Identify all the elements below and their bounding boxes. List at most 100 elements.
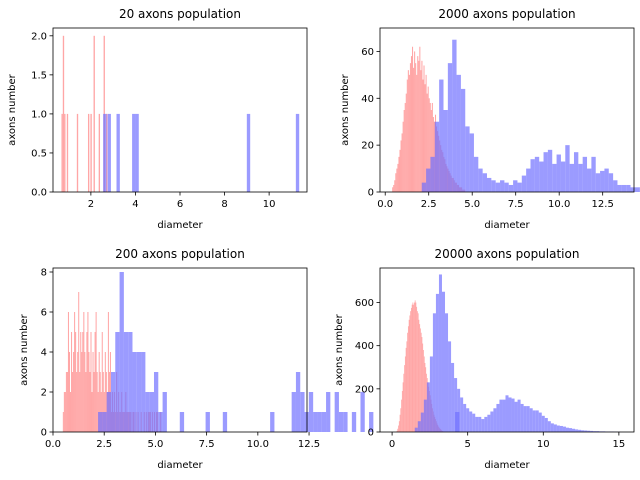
histogram-bar-series-0 <box>413 67 415 192</box>
histogram-bar-series-1 <box>295 372 301 432</box>
histogram-bar-series-1 <box>448 341 452 432</box>
histogram-bar-series-1 <box>517 182 522 192</box>
histogram-bar-series-1 <box>417 421 421 432</box>
x-tick-label: 0.0 <box>377 199 393 210</box>
histogram-bar-series-1 <box>136 352 142 432</box>
histogram-bar-series-0 <box>105 372 107 432</box>
histogram-bar-series-1 <box>116 113 120 192</box>
histogram-bar-series-1 <box>443 110 448 192</box>
histogram-bar-series-0 <box>90 113 92 192</box>
histogram-bar-series-1 <box>106 392 111 432</box>
y-tick-label: 40 <box>361 94 374 105</box>
histogram-bar-series-0 <box>101 332 103 432</box>
x-tick-label: 2.5 <box>421 199 437 210</box>
histogram-bar-series-1 <box>438 274 442 432</box>
histogram-bar-series-1 <box>426 382 430 432</box>
histogram-bar-series-0 <box>418 319 420 432</box>
histogram-bar-series-1 <box>107 113 111 192</box>
histogram-bar-series-1 <box>517 399 521 432</box>
histogram-bar-series-0 <box>419 324 421 432</box>
histogram-bar-series-1 <box>102 412 107 432</box>
histogram-bar-series-0 <box>421 60 423 192</box>
histogram-bar-series-1 <box>621 184 627 192</box>
histogram-bar-series-1 <box>128 332 133 432</box>
histogram-bar-series-1 <box>460 397 464 432</box>
histogram-bar-series-1 <box>326 392 331 432</box>
histogram-bar-series-1 <box>429 356 433 432</box>
histogram-bar-series-1 <box>529 408 533 432</box>
histogram-bar-series-1 <box>434 121 440 192</box>
histogram-bar-series-0 <box>93 372 95 432</box>
histogram-bar-series-1 <box>578 163 583 192</box>
histogram-bar-series-0 <box>406 79 408 192</box>
histogram-bar-series-1 <box>608 173 614 192</box>
histogram-bar-series-0 <box>396 430 398 432</box>
x-tick-label: 0.0 <box>45 439 61 450</box>
histogram-bar-series-0 <box>104 352 106 432</box>
histogram-bar-series-1 <box>484 416 488 432</box>
histogram-bar-series-0 <box>407 70 409 192</box>
histogram-bar-series-0 <box>99 372 101 432</box>
histogram-bar-series-1 <box>513 180 518 192</box>
y-tick-label: 4 <box>41 348 47 359</box>
histogram-bar-series-1 <box>478 168 483 192</box>
histogram-bar-series-0 <box>416 306 418 432</box>
histogram-bar-series-0 <box>429 102 431 192</box>
histogram-bar-series-1 <box>630 187 635 192</box>
x-tick-label: 5.0 <box>147 439 163 450</box>
histogram-bar-series-0 <box>102 372 104 432</box>
panel-title: 20000 axons population <box>435 247 580 261</box>
histogram-bar-series-1 <box>317 412 322 432</box>
histogram-bar-series-1 <box>578 429 582 432</box>
histogram-bar-series-1 <box>508 184 514 192</box>
histogram-bar-series-0 <box>89 372 91 432</box>
histogram-bar-series-1 <box>587 430 591 432</box>
histogram-bar-series-0 <box>392 187 394 192</box>
x-tick-label: 2 <box>88 199 94 210</box>
histogram-bar-series-1 <box>523 406 527 432</box>
histogram-bar-series-1 <box>565 145 570 192</box>
histogram-bar-series-1 <box>593 431 597 432</box>
histogram-bar-series-1 <box>478 416 482 432</box>
y-tick-label: 400 <box>355 341 374 352</box>
histogram-bar-series-1 <box>457 388 461 432</box>
x-tick-label: 0 <box>389 439 395 450</box>
histogram-bar-series-1 <box>179 412 185 432</box>
histogram-bar-series-0 <box>403 373 405 432</box>
histogram-bar-series-1 <box>547 149 553 192</box>
histogram-bar-series-0 <box>397 163 399 192</box>
histogram-bar-series-1 <box>141 352 146 432</box>
histogram-bar-series-1 <box>110 372 116 432</box>
histogram-bar-series-0 <box>95 312 97 432</box>
histogram-bar-series-1 <box>426 168 431 192</box>
histogram-bar-series-0 <box>67 312 69 432</box>
histogram-bar-series-0 <box>82 332 84 432</box>
histogram-bar-series-1 <box>626 184 631 192</box>
histogram-bar-series-0 <box>98 113 101 192</box>
x-tick-label: 12.5 <box>592 199 614 210</box>
histogram-bar-series-1 <box>132 352 137 432</box>
histogram-bar-series-0 <box>77 352 79 432</box>
histogram-bar-series-1 <box>499 399 503 432</box>
histogram-bar-series-0 <box>70 392 72 432</box>
histogram-bar-series-1 <box>511 398 515 432</box>
histogram-bar-series-1 <box>556 425 560 432</box>
x-tick-label: 7.5 <box>199 439 215 450</box>
histogram-bar-series-1 <box>502 399 506 432</box>
histogram-bar-series-0 <box>107 312 109 432</box>
histogram-bar-series-1 <box>135 113 139 192</box>
histogram-bar-series-0 <box>424 362 426 432</box>
histogram-bar-series-0 <box>64 113 66 192</box>
histogram-bar-series-0 <box>86 332 88 432</box>
histogram-bar-series-0 <box>407 332 408 432</box>
y-tick-label: 60 <box>361 47 374 58</box>
histogram-bar-series-0 <box>406 341 408 432</box>
histogram-bar-series-1 <box>334 392 339 432</box>
histogram-bar-series-1 <box>514 401 518 432</box>
histogram-bar-series-0 <box>398 425 399 432</box>
histogram-bar-series-0 <box>402 121 404 192</box>
histogram-bar-series-1 <box>475 416 479 432</box>
plot-frame <box>379 267 635 433</box>
histogram-bar-series-0 <box>423 350 424 432</box>
